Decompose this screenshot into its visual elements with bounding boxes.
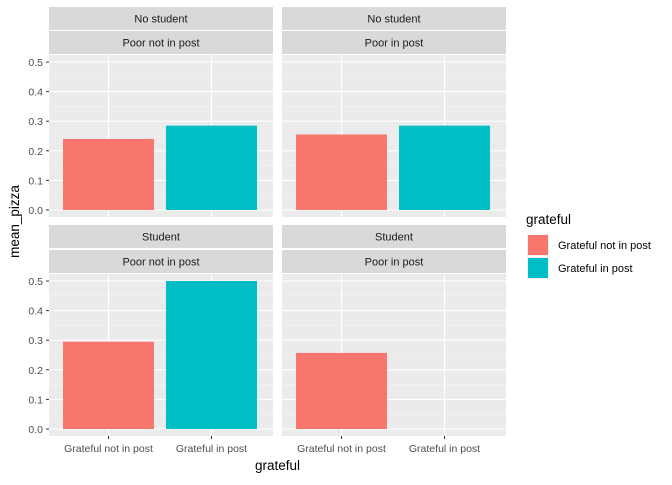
- x-tick-label: Grateful in post: [409, 443, 480, 455]
- facet-strip-row-label: Student: [375, 232, 413, 244]
- y-tick-label: 0.5: [28, 57, 43, 69]
- y-tick-label: 0.3: [28, 116, 43, 128]
- facet-strip-col-label: Poor not in post: [122, 257, 199, 269]
- facet-strip-row-label: Student: [142, 232, 180, 244]
- facet-panel: Student Poor in post Grateful not in post G…: [282, 225, 506, 455]
- bar: [166, 125, 257, 210]
- facet-panel: No student Poor in post: [282, 7, 506, 217]
- y-tick-label: 0.3: [28, 335, 43, 347]
- y-tick-label: 0.2: [28, 365, 43, 377]
- facet-strip-col: [282, 31, 506, 54]
- facet-strip-row: [282, 225, 506, 248]
- facet-strip-col-label: Poor not in post: [122, 38, 199, 50]
- y-tick-label: 0.1: [28, 175, 43, 187]
- legend: grateful Grateful not in post Grateful in …: [526, 212, 651, 279]
- y-tick-label: 0.0: [28, 424, 43, 436]
- bar: [296, 134, 387, 210]
- bar: [63, 341, 154, 429]
- bar: [399, 125, 490, 210]
- facet-panel: No student Poor not in post 0.0 0.1 0.2 0.3 0.…: [28, 7, 273, 217]
- y-tick-label: 0.4: [28, 87, 43, 99]
- facet-strip-col: [49, 31, 273, 54]
- facet-strip-row: [49, 7, 273, 30]
- y-tick-label: 0.0: [28, 205, 43, 217]
- y-tick-label: 0.1: [28, 394, 43, 406]
- legend-swatch: [528, 258, 548, 278]
- facet-strip-col-label: Poor in post: [365, 257, 424, 269]
- facet-strip-row-label: No student: [134, 14, 187, 26]
- facet-panel: Student Poor not in post 0.0 0.1 0.2 0.3 0.4 0.…: [28, 225, 273, 455]
- y-tick-label: 0.4: [28, 306, 43, 318]
- facet-strip-col-label: Poor in post: [365, 38, 424, 50]
- legend-title: grateful: [526, 212, 571, 227]
- legend-label: Grateful in post: [558, 263, 633, 275]
- bar: [166, 281, 257, 429]
- facet-strip-col: [49, 250, 273, 273]
- x-tick-label: Grateful not in post: [297, 443, 386, 455]
- y-tick-label: 0.5: [28, 276, 43, 288]
- legend-swatch: [528, 235, 548, 255]
- bar: [63, 138, 154, 210]
- y-tick-label: 0.2: [28, 146, 43, 158]
- y-axis-title: mean_pizza: [7, 185, 22, 258]
- legend-label: Grateful not in post: [558, 240, 651, 252]
- facet-strip-row-label: No student: [367, 14, 420, 26]
- bar: [296, 352, 387, 429]
- x-axis-title: grateful: [255, 458, 300, 473]
- x-tick-label: Grateful in post: [176, 443, 247, 455]
- facet-strip-col: [282, 250, 506, 273]
- facet-strip-row: [49, 225, 273, 248]
- x-tick-label: Grateful not in post: [64, 443, 153, 455]
- facet-strip-row: [282, 7, 506, 30]
